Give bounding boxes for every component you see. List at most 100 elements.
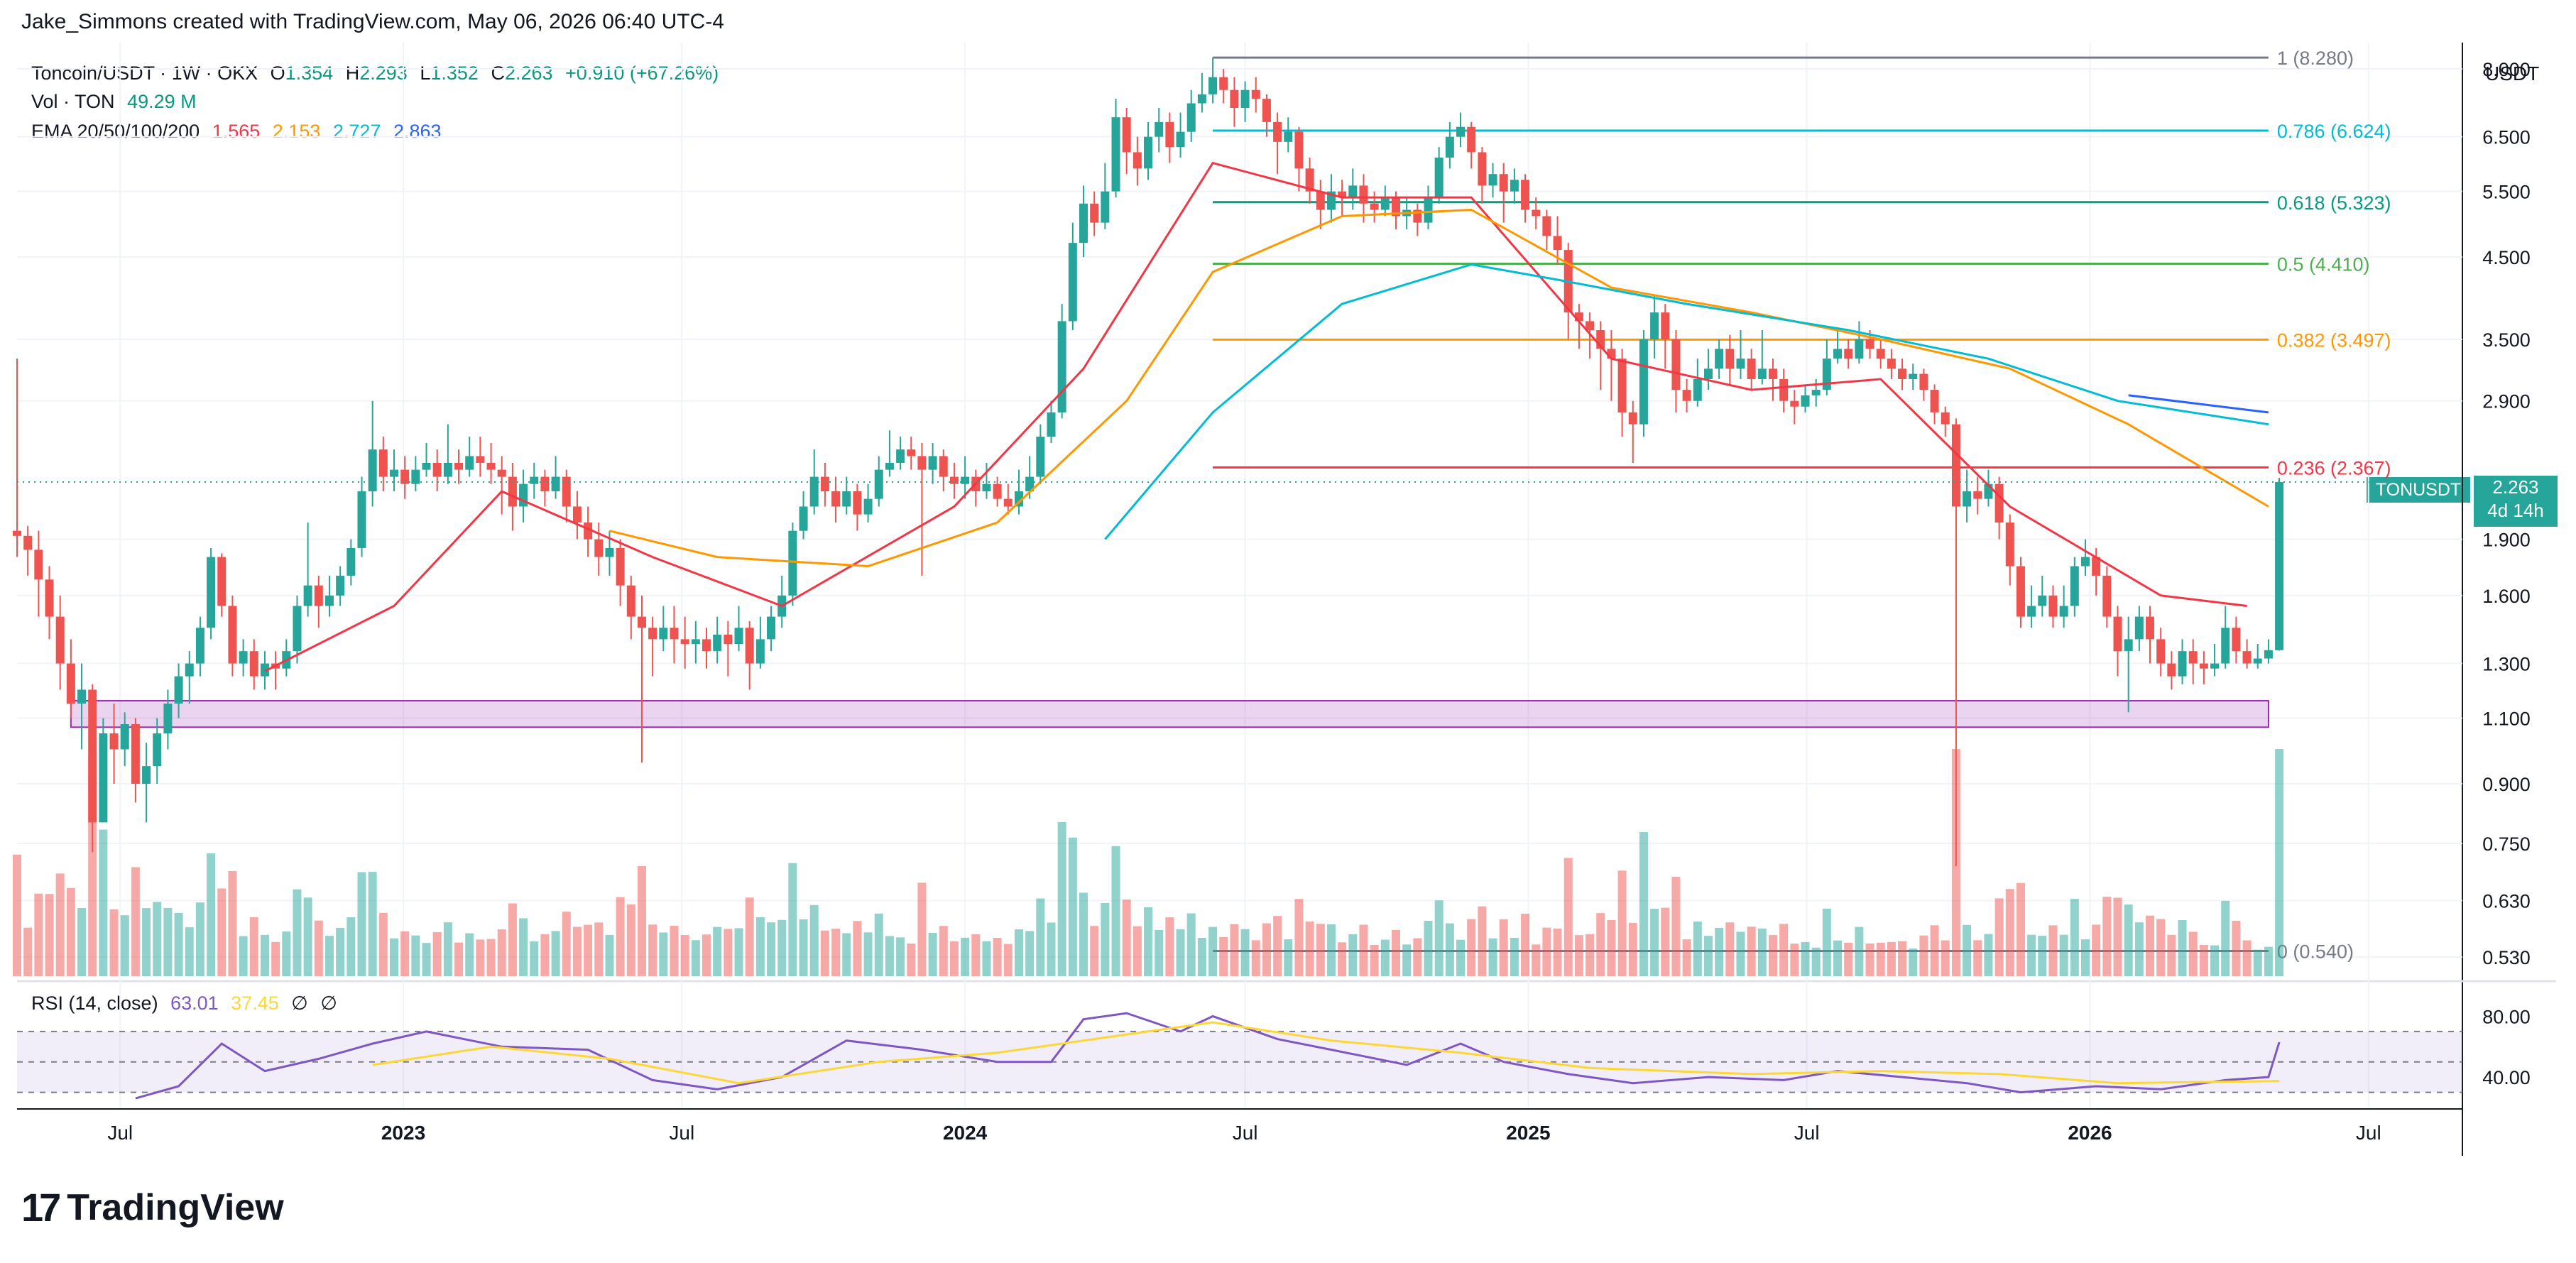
volume-bar [1240, 929, 1250, 976]
candle-body [195, 628, 204, 664]
tradingview-logo-icon: 17 [21, 1185, 61, 1230]
candle-body [842, 491, 851, 507]
volume-bar [863, 932, 873, 976]
volume-bar [1628, 923, 1637, 976]
volume-bar [217, 888, 227, 976]
volume-label[interactable]: Vol · TON [31, 91, 115, 112]
volume-bar [605, 934, 614, 976]
candle-body [562, 476, 571, 507]
rsi-value: 63.01 [170, 993, 219, 1014]
candle-body [1941, 412, 1950, 425]
candle-body [540, 476, 550, 492]
volume-bar [66, 887, 75, 976]
candle-body [45, 579, 54, 617]
candle-body [1951, 424, 1960, 507]
candle-body [2188, 651, 2198, 664]
ema-label[interactable]: EMA 20/50/100/200 [31, 121, 200, 142]
ohlc-low: L1.352 [420, 62, 479, 84]
candle-body [1467, 126, 1476, 153]
volume-bar [2199, 944, 2208, 976]
rsi-legend: RSI (14, close) 63.01 37.45 ∅ ∅ [31, 993, 344, 1015]
candle-body [2221, 628, 2230, 664]
volume-bar [2113, 897, 2122, 976]
volume-bar [1909, 948, 1918, 976]
price-axis-unit[interactable]: USDT [2485, 62, 2540, 84]
candle-body [551, 476, 560, 492]
volume-bar [1919, 935, 1928, 976]
volume-bar [982, 941, 991, 976]
volume-bar [1348, 934, 1358, 976]
candle-body [896, 449, 905, 463]
candle-body [1757, 368, 1767, 379]
candle-body [1521, 180, 1530, 210]
volume-bar [1478, 906, 1487, 976]
candle-body [724, 634, 733, 645]
hidden-icon[interactable]: ∅ [291, 993, 308, 1014]
volume-bar [2242, 940, 2252, 976]
volume-bar [378, 912, 388, 976]
candle-body [2134, 616, 2144, 640]
candle-body [2016, 566, 2025, 617]
volume-bar [195, 902, 204, 976]
hidden-icon[interactable]: ∅ [320, 993, 337, 1014]
volume-bar [432, 931, 442, 976]
volume-bar [228, 870, 237, 976]
volume-bar [1822, 908, 1831, 976]
candle-body [1628, 412, 1637, 425]
volume-bar [1456, 939, 1466, 976]
candle-body [1090, 203, 1099, 223]
volume-bar [2080, 939, 2090, 976]
fib-level-label: 0 (0.540) [2277, 941, 2354, 963]
volume-bar [993, 937, 1002, 976]
fib-level-label: 0.382 (3.497) [2277, 329, 2391, 351]
candle-body [1111, 117, 1120, 192]
volume-bar [702, 934, 711, 976]
candle-body [1370, 203, 1379, 210]
candle-body [1703, 368, 1713, 379]
candle-body [1693, 378, 1702, 401]
candle-body [1478, 152, 1487, 186]
price-axis-label: 0.900 [2482, 774, 2531, 795]
ema100-value: 2.727 [332, 121, 381, 142]
candle-body [1725, 349, 1735, 369]
candle-body [1779, 378, 1789, 401]
candle-body [755, 639, 765, 664]
candle-body [1133, 152, 1142, 169]
candle-body [303, 585, 312, 606]
tradingview-logo[interactable]: 17 TradingView [21, 1184, 284, 1230]
bar-countdown: 4d 14h [2487, 500, 2544, 521]
candle-body [174, 676, 183, 704]
volume-bar [519, 918, 528, 976]
candle-body [2005, 522, 2014, 567]
volume-bar [2275, 749, 2284, 976]
candle-body [13, 530, 21, 536]
volume-bar [1811, 947, 1821, 976]
candle-body [1186, 103, 1196, 132]
volume-bar [2178, 919, 2187, 976]
ema-line [609, 208, 2269, 568]
candle-body [1316, 191, 1325, 210]
candle-body [2092, 557, 2101, 576]
ohlc-open: O1.354 [270, 62, 334, 84]
candle-body [917, 456, 927, 470]
volume-bar [745, 897, 754, 976]
candle-body [1122, 117, 1131, 153]
symbol-name[interactable]: Toncoin/USDT · 1W · OKX [31, 62, 258, 84]
volume-bar [2134, 922, 2144, 976]
candle-body [1930, 390, 1939, 412]
candle-body [1909, 373, 1918, 379]
volume-bar [174, 912, 183, 976]
candle-body [584, 522, 593, 540]
volume-bar [2264, 946, 2273, 976]
volume-bar [55, 873, 65, 976]
candle-body [142, 766, 151, 784]
volume-bar [390, 938, 399, 976]
fib-level-label: 0.786 (6.624) [2277, 121, 2391, 142]
volume-bar [2156, 919, 2166, 976]
candle-body [1898, 368, 1907, 379]
volume-bar [1488, 938, 1497, 976]
volume-bar [626, 904, 635, 976]
rsi-label[interactable]: RSI (14, close) [31, 993, 158, 1014]
candle-body [1617, 359, 1627, 412]
